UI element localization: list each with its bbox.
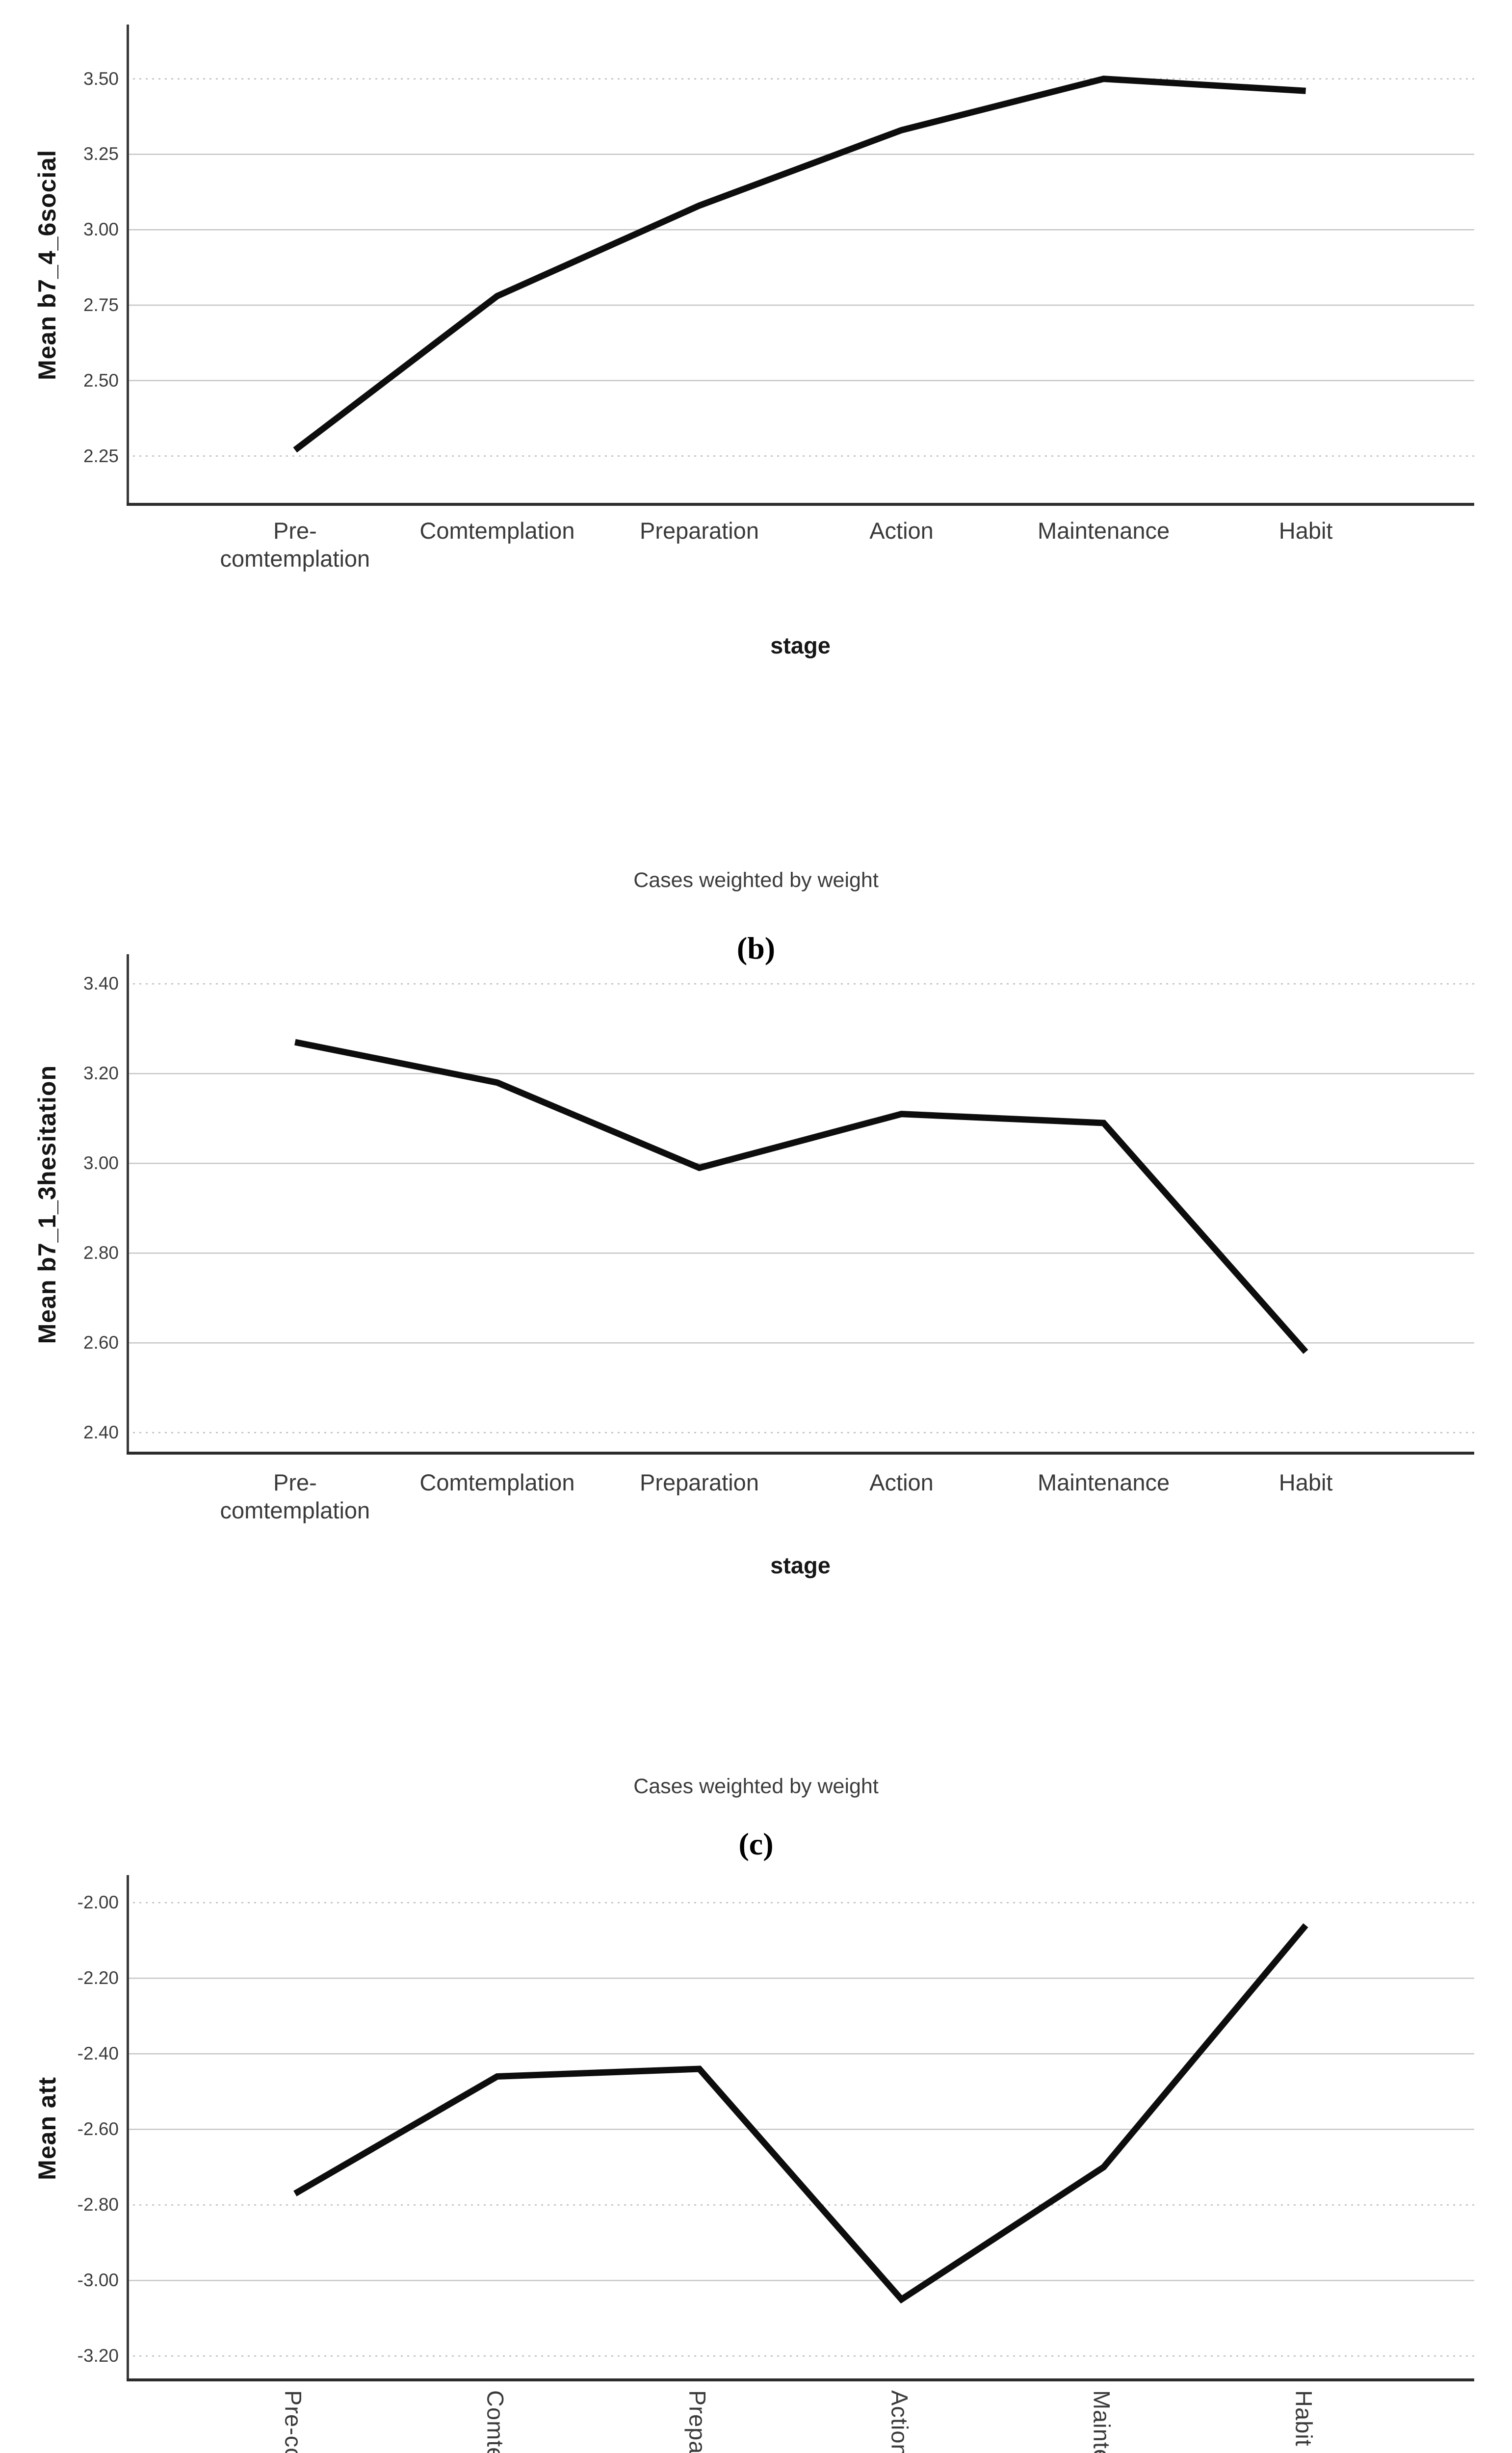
x-category-label: Preparation — [639, 518, 759, 544]
x-axis-title: stage — [770, 1552, 831, 1578]
x-category-label: Comtemplation — [419, 1469, 575, 1495]
y-tick-label: 3.40 — [83, 973, 119, 994]
y-tick-label: 3.00 — [83, 1153, 119, 1174]
x-axis-title: stage — [770, 632, 831, 658]
y-tick-label: 2.50 — [83, 370, 119, 391]
y-tick-label: 2.25 — [83, 445, 119, 466]
chart-canvas-b — [127, 25, 1474, 506]
y-tick-label: 2.75 — [83, 294, 119, 315]
y-tick-label: -3.00 — [77, 2270, 119, 2291]
panel-letter: (c) — [738, 1827, 774, 1861]
x-category-label: Habit — [1278, 1469, 1333, 1495]
x-category-label: Maintenance — [1037, 518, 1170, 544]
x-category-label: Action — [869, 1469, 934, 1495]
y-tick-label: -2.00 — [77, 1892, 119, 1913]
plot-area — [127, 1875, 1474, 2381]
y-tick-label: 2.60 — [83, 1332, 119, 1353]
x-category-label: Pre-comtemplation — [280, 2390, 307, 2453]
x-category-label: Action — [886, 2390, 913, 2453]
weight-caption: Cases weighted by weight — [633, 1775, 879, 1798]
y-tick-label: -2.60 — [77, 2119, 119, 2140]
y-tick-label: 3.50 — [83, 68, 119, 89]
y-tick-label: 3.00 — [83, 219, 119, 240]
x-axis-labels: Pre- comtemplation Comtemplation Preparati… — [127, 1468, 1474, 1576]
chart-canvas-d — [127, 1875, 1474, 2381]
x-category-label: Action — [869, 518, 934, 544]
y-tick-label: 3.25 — [83, 144, 119, 164]
x-category-label: Preparation — [639, 1469, 759, 1495]
x-category-label: Pre- comtemplation — [220, 518, 370, 572]
x-category-label: Habit — [1278, 518, 1333, 544]
x-axis-labels: Pre- comtemplation Comtemplation Preparati… — [127, 517, 1474, 625]
y-axis-ticks: 3.40 3.20 3.00 2.80 2.60 2.40 — [0, 954, 122, 1455]
plot-area — [127, 25, 1474, 506]
x-category-label: Comtemplation — [419, 518, 575, 544]
plot-area — [127, 954, 1474, 1455]
weight-caption: Cases weighted by weight — [633, 868, 879, 892]
y-tick-label: -2.20 — [77, 1968, 119, 1988]
y-axis-ticks: -2.00 -2.20 -2.40 -2.60 -2.80 -3.00 -3.20 — [0, 1875, 122, 2381]
x-category-label: Maintenance — [1037, 1469, 1170, 1495]
data-line — [294, 1039, 1308, 1354]
y-tick-label: 2.40 — [83, 1422, 119, 1443]
x-category-label: Pre- comtemplation — [220, 1469, 370, 1524]
x-axis-labels: Pre-comtemplation Comtemplation Preparatio… — [127, 2390, 1474, 2453]
y-axis-ticks: 3.50 3.25 3.00 2.75 2.50 2.25 — [0, 25, 122, 506]
data-line — [293, 76, 1306, 453]
x-category-label: Maintenance — [1089, 2390, 1116, 2453]
y-tick-label: 3.20 — [83, 1063, 119, 1084]
x-category-label: Comtemplation — [482, 2390, 509, 2453]
chart-canvas-c — [127, 954, 1474, 1455]
x-category-label: Habit — [1291, 2390, 1317, 2447]
data-line — [293, 1923, 1308, 2304]
y-tick-label: -3.20 — [77, 2346, 119, 2366]
y-tick-label: 2.80 — [83, 1243, 119, 1263]
x-category-label: Preparation — [684, 2390, 711, 2453]
panel-letter: (b) — [736, 931, 776, 966]
y-tick-label: -2.40 — [77, 2043, 119, 2064]
y-tick-label: -2.80 — [77, 2194, 119, 2215]
